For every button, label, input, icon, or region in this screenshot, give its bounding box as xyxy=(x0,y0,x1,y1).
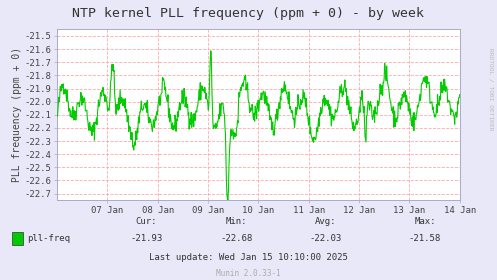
Text: -21.93: -21.93 xyxy=(131,234,163,243)
Text: Min:: Min: xyxy=(225,217,247,226)
Text: -21.58: -21.58 xyxy=(409,234,441,243)
Text: Avg:: Avg: xyxy=(315,217,336,226)
Text: Cur:: Cur: xyxy=(136,217,158,226)
Text: NTP kernel PLL frequency (ppm + 0) - by week: NTP kernel PLL frequency (ppm + 0) - by … xyxy=(73,7,424,20)
Text: RRDTOOL / TOBI OETIKER: RRDTOOL / TOBI OETIKER xyxy=(489,48,494,131)
Text: Munin 2.0.33-1: Munin 2.0.33-1 xyxy=(216,269,281,277)
Text: Max:: Max: xyxy=(414,217,436,226)
Text: pll-freq: pll-freq xyxy=(27,234,71,243)
Text: Last update: Wed Jan 15 10:10:00 2025: Last update: Wed Jan 15 10:10:00 2025 xyxy=(149,253,348,262)
Text: -22.68: -22.68 xyxy=(220,234,252,243)
Text: -22.03: -22.03 xyxy=(310,234,341,243)
Y-axis label: PLL frequency (ppm + 0): PLL frequency (ppm + 0) xyxy=(12,47,22,182)
